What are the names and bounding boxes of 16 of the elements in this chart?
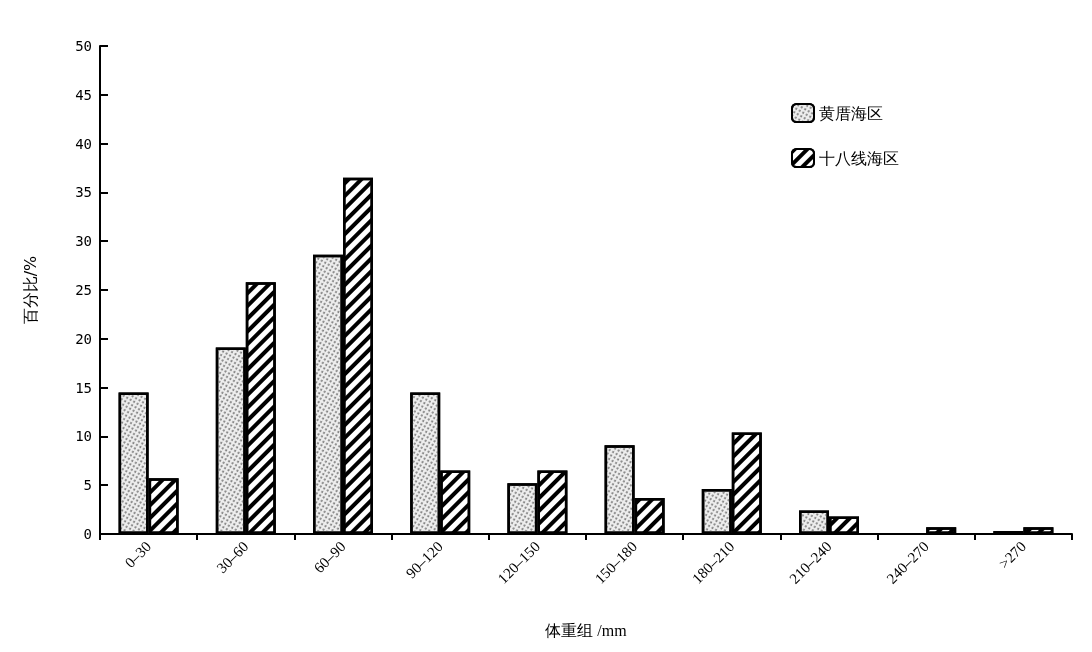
legend-label: 黄厝海区 [819, 103, 883, 123]
y-tick-label: 20 [75, 330, 92, 347]
y-tick-label: 0 [83, 526, 92, 542]
y-tick-label: 15 [75, 379, 92, 396]
y-tick-label: 30 [75, 233, 92, 250]
y-tick-label: 45 [75, 86, 92, 103]
x-axis-title: 体重组 /mm [545, 621, 628, 639]
y-tick-label: 25 [75, 282, 92, 298]
legend-label: 十八线海区 [819, 148, 899, 168]
y-axis-title: 百分比/% [20, 255, 40, 325]
y-tick-label: 10 [75, 428, 92, 445]
y-tick-label: 50 [75, 38, 92, 54]
y-tick-label: 5 [83, 477, 92, 494]
y-tick-label: 40 [75, 135, 92, 152]
x-tick-label: 0–30 [121, 538, 155, 571]
y-tick-label: 35 [75, 184, 92, 201]
